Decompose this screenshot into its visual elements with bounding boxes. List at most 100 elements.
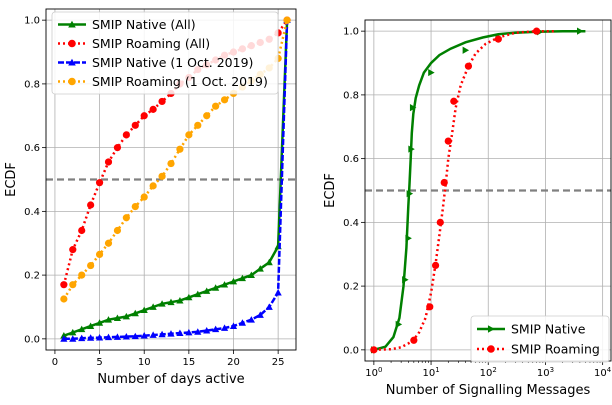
data-point bbox=[194, 121, 202, 129]
x-tick-label: 101 bbox=[422, 366, 439, 379]
data-point bbox=[220, 96, 229, 104]
y-tick-label: 0.8 bbox=[24, 79, 40, 90]
y-tick-label: 0.8 bbox=[343, 90, 359, 101]
y-tick-label: 0.2 bbox=[343, 282, 359, 293]
data-point bbox=[87, 334, 95, 341]
legend: SMIP Native (All) SMIP Roaming (All) SMIP … bbox=[51, 11, 279, 95]
data-point bbox=[87, 201, 95, 209]
data-point bbox=[256, 311, 264, 318]
data-point bbox=[78, 334, 86, 342]
data-point bbox=[395, 320, 403, 328]
data-point bbox=[229, 322, 238, 329]
data-point bbox=[78, 271, 86, 279]
x-axis-label: Number of days active bbox=[97, 372, 244, 387]
data-point bbox=[450, 97, 458, 105]
data-point bbox=[131, 309, 139, 317]
data-point bbox=[370, 346, 378, 354]
legend-item: SMIP Roaming (All) bbox=[58, 36, 210, 51]
legend-item: SMIP Roaming bbox=[477, 342, 600, 357]
data-point bbox=[95, 250, 104, 258]
data-point bbox=[176, 145, 184, 153]
data-point bbox=[69, 328, 77, 336]
legend-label: SMIP Roaming (All) bbox=[92, 36, 210, 51]
y-tick-label: 0.0 bbox=[343, 345, 359, 356]
data-point bbox=[158, 172, 166, 180]
data-point bbox=[409, 104, 417, 112]
y-tick-label: 0.4 bbox=[343, 218, 359, 229]
data-point bbox=[229, 277, 238, 285]
data-point bbox=[158, 300, 166, 307]
data-point bbox=[283, 16, 291, 24]
data-point bbox=[212, 284, 220, 291]
legend-item: SMIP Native bbox=[477, 322, 586, 337]
legend-box bbox=[51, 11, 279, 95]
legend-swatch-marker bbox=[68, 58, 76, 66]
data-point bbox=[185, 131, 193, 139]
data-point bbox=[274, 289, 282, 296]
data-point bbox=[185, 293, 193, 301]
x-tick-label: 100 bbox=[365, 366, 382, 379]
y-tick-label: 1.0 bbox=[343, 27, 359, 38]
legend-label: SMIP Roaming (1 Oct. 2019) bbox=[92, 74, 268, 89]
data-point bbox=[436, 218, 444, 226]
data-point bbox=[122, 214, 130, 222]
data-point bbox=[220, 324, 229, 331]
data-point bbox=[87, 322, 95, 329]
data-point bbox=[238, 319, 247, 326]
x-tick-label: 102 bbox=[480, 366, 497, 379]
y-axis-label: ECDF bbox=[323, 173, 338, 208]
x-tick-label: 104 bbox=[594, 366, 612, 379]
data-point bbox=[113, 333, 122, 340]
data-point bbox=[95, 319, 104, 326]
legend-box bbox=[470, 315, 610, 363]
data-point bbox=[494, 35, 502, 43]
plot-frame bbox=[45, 8, 297, 351]
y-tick-label: 0.6 bbox=[24, 143, 40, 154]
data-point bbox=[265, 258, 273, 266]
data-point bbox=[185, 328, 193, 336]
legend-label: SMIP Roaming bbox=[511, 342, 600, 357]
x-tick-label: 15 bbox=[182, 357, 195, 368]
data-point bbox=[265, 303, 273, 310]
data-point bbox=[176, 297, 184, 304]
data-point bbox=[131, 121, 139, 129]
data-point bbox=[203, 326, 211, 334]
legend-swatch-marker bbox=[487, 325, 495, 333]
legend-label: SMIP Native (1 Oct. 2019) bbox=[92, 55, 253, 70]
data-point bbox=[69, 335, 77, 342]
legend-item: SMIP Roaming (1 Oct. 2019) bbox=[58, 74, 268, 89]
legend-swatch-marker bbox=[68, 77, 76, 86]
data-point bbox=[104, 333, 113, 341]
data-point bbox=[149, 331, 157, 338]
data-point bbox=[122, 131, 130, 139]
data-point bbox=[444, 137, 452, 145]
legend-swatch-marker bbox=[487, 345, 495, 353]
data-point bbox=[431, 261, 440, 269]
data-point bbox=[577, 27, 584, 35]
data-point bbox=[405, 234, 412, 242]
data-point bbox=[140, 306, 148, 314]
data-point bbox=[167, 159, 175, 168]
data-point bbox=[256, 265, 264, 272]
chart-signalling-messages: 100 101 102 103 104 0.0 0.2 0.4 0.6 0.8 1.0 Number … bbox=[323, 19, 612, 398]
data-point bbox=[149, 303, 157, 310]
series-smip-roaming bbox=[370, 27, 556, 354]
x-tick-label: 10 bbox=[138, 357, 151, 368]
y-tick-label: 0.4 bbox=[24, 207, 40, 218]
data-point bbox=[60, 335, 68, 342]
x-tick-label: 103 bbox=[537, 366, 554, 379]
x-tick-label: 5 bbox=[96, 357, 102, 368]
data-point bbox=[149, 105, 157, 113]
data-point bbox=[69, 281, 77, 289]
data-point bbox=[220, 281, 229, 288]
data-point bbox=[212, 325, 220, 333]
data-point bbox=[247, 316, 255, 323]
data-point bbox=[140, 193, 148, 201]
data-point bbox=[122, 312, 130, 320]
series-line bbox=[62, 19, 289, 300]
data-point bbox=[78, 226, 86, 235]
data-point bbox=[194, 290, 202, 298]
data-point bbox=[140, 112, 148, 120]
data-point bbox=[440, 178, 448, 187]
